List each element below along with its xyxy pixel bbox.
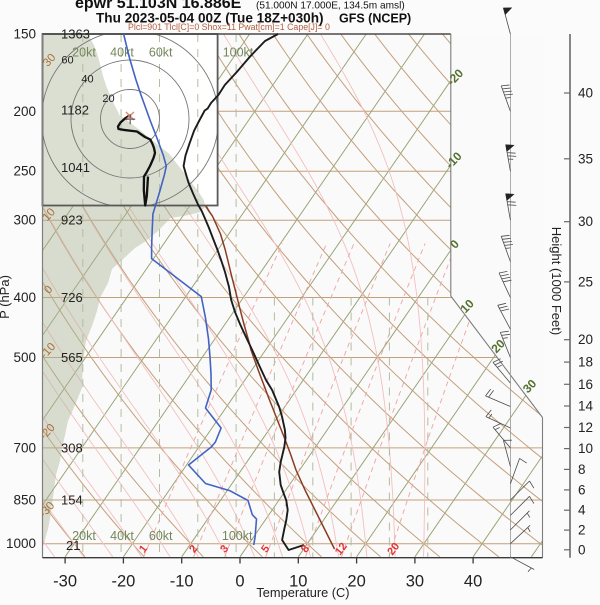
svg-text:1000: 1000 — [6, 536, 36, 551]
svg-text:Height (1000 Feet): Height (1000 Feet) — [549, 227, 564, 335]
svg-text:565: 565 — [61, 350, 83, 365]
svg-text:35: 35 — [578, 151, 593, 166]
svg-text:0: 0 — [235, 573, 244, 591]
svg-text:20: 20 — [578, 332, 593, 347]
svg-text:40kt: 40kt — [110, 46, 134, 60]
svg-text:60kt: 60kt — [149, 46, 173, 60]
svg-text:-10: -10 — [170, 573, 194, 591]
svg-text:20: 20 — [102, 93, 114, 105]
svg-text:150: 150 — [13, 27, 36, 42]
svg-text:20kt: 20kt — [72, 46, 96, 60]
svg-text:726: 726 — [61, 290, 83, 305]
svg-text:4: 4 — [578, 503, 586, 518]
svg-text:14: 14 — [578, 399, 594, 414]
svg-text:epwr 51.103N 16.886E: epwr 51.103N 16.886E — [75, 0, 242, 12]
svg-text:200: 200 — [13, 104, 36, 119]
svg-text:Thu 2023-05-04 00Z (Tue 18Z+03: Thu 2023-05-04 00Z (Tue 18Z+030h) — [96, 11, 324, 26]
svg-text:850: 850 — [13, 493, 36, 508]
svg-text:100kt: 100kt — [223, 46, 254, 60]
svg-text:30: 30 — [578, 214, 593, 229]
svg-text:GFS (NCEP): GFS (NCEP) — [339, 12, 411, 26]
svg-text:40: 40 — [81, 73, 93, 85]
svg-text:8: 8 — [578, 462, 586, 477]
svg-text:0: 0 — [578, 542, 586, 557]
svg-text:(51.000N 17.000E, 134.5m amsl): (51.000N 17.000E, 134.5m amsl) — [256, 1, 405, 12]
svg-text:-20: -20 — [111, 573, 135, 591]
svg-text:40: 40 — [578, 86, 593, 101]
svg-text:1041: 1041 — [61, 160, 90, 175]
svg-text:700: 700 — [13, 440, 36, 455]
svg-text:-30: -30 — [53, 573, 77, 591]
svg-text:2: 2 — [578, 523, 586, 538]
svg-text:P (hPa): P (hPa) — [0, 275, 12, 319]
svg-text:250: 250 — [13, 164, 36, 179]
svg-text:20: 20 — [385, 541, 402, 558]
svg-text:500: 500 — [13, 350, 36, 365]
svg-text:300: 300 — [13, 213, 36, 228]
svg-text:154: 154 — [61, 493, 83, 508]
svg-text:Temperature (C): Temperature (C) — [256, 585, 349, 600]
svg-text:923: 923 — [61, 212, 83, 227]
svg-text:25: 25 — [578, 274, 593, 289]
svg-text:30: 30 — [406, 573, 424, 591]
svg-text:60: 60 — [61, 54, 73, 66]
svg-text:18: 18 — [578, 355, 593, 370]
svg-text:12: 12 — [333, 541, 350, 558]
svg-text:16: 16 — [578, 377, 593, 392]
svg-text:1182: 1182 — [61, 103, 89, 118]
svg-text:60kt: 60kt — [149, 529, 173, 543]
svg-text:21: 21 — [66, 538, 80, 553]
svg-text:12: 12 — [578, 420, 593, 435]
svg-text:20: 20 — [347, 573, 365, 591]
svg-text:20kt: 20kt — [72, 529, 96, 543]
svg-text:400: 400 — [13, 290, 36, 305]
svg-text:10: 10 — [578, 441, 593, 456]
svg-text:100kt: 100kt — [222, 529, 253, 543]
svg-text:1363: 1363 — [61, 27, 90, 42]
svg-text:308: 308 — [61, 440, 83, 455]
svg-text:40: 40 — [464, 573, 482, 591]
svg-text:40kt: 40kt — [110, 529, 134, 543]
svg-text:10: 10 — [289, 573, 307, 591]
svg-text:6: 6 — [578, 482, 586, 497]
svg-text:Plcl=901 Tlcl[C]=0 Shox=11 Pwa: Plcl=901 Tlcl[C]=0 Shox=11 Pwat[cm]=1 Ca… — [128, 22, 330, 32]
